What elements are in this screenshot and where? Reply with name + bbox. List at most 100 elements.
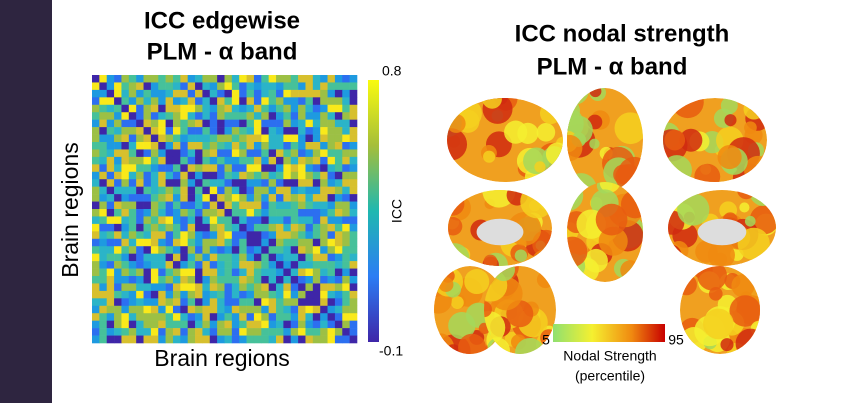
- matrix-cell: [143, 253, 152, 262]
- matrix-cell: [327, 320, 336, 329]
- matrix-cell: [320, 134, 328, 143]
- matrix-cell: [99, 75, 108, 83]
- matrix-cell: [253, 298, 262, 307]
- matrix-cell: [261, 216, 269, 225]
- matrix-cell: [349, 149, 358, 158]
- matrix-cell: [150, 194, 159, 202]
- matrix-cell: [136, 276, 144, 284]
- matrix-cell: [239, 171, 247, 180]
- brain-patch: [483, 150, 496, 163]
- matrix-cell: [165, 201, 174, 210]
- matrix-cell: [158, 335, 166, 344]
- matrix-cell: [187, 89, 196, 98]
- matrix-cell: [246, 223, 255, 232]
- matrix-cell: [342, 231, 350, 240]
- matrix-cell: [334, 179, 343, 187]
- matrix-cell: [305, 313, 314, 321]
- matrix-cell: [180, 313, 188, 321]
- matrix-cell: [239, 127, 247, 135]
- matrix-cell: [320, 149, 328, 158]
- matrix-cell: [217, 104, 225, 113]
- brain-patch: [735, 328, 760, 354]
- matrix-cell: [334, 134, 343, 143]
- matrix-cell: [246, 328, 255, 336]
- matrix-cell: [305, 298, 314, 307]
- matrix-cell: [224, 231, 233, 240]
- matrix-cell: [143, 209, 152, 217]
- matrix-cell: [253, 164, 262, 173]
- matrix-cell: [290, 209, 299, 217]
- matrix-cell: [290, 156, 299, 165]
- matrix-cell: [327, 268, 336, 277]
- matrix-cell: [334, 290, 343, 299]
- matrix-cell: [320, 246, 328, 254]
- matrix-cell: [305, 335, 314, 344]
- matrix-cell: [92, 142, 100, 150]
- matrix-cell: [327, 313, 336, 321]
- matrix-cell: [128, 268, 137, 277]
- matrix-cell: [342, 134, 350, 143]
- matrix-cell: [320, 119, 328, 128]
- matrix-cell: [121, 328, 130, 336]
- matrix-cell: [128, 164, 137, 173]
- matrix-cell: [283, 104, 292, 113]
- matrix-cell: [187, 104, 196, 113]
- matrix-cell: [349, 268, 358, 277]
- matrix-cell: [92, 276, 100, 284]
- matrix-cell: [290, 290, 299, 299]
- matrix-cell: [187, 82, 196, 91]
- matrix-cell: [246, 104, 255, 113]
- colorbar-label: ICC: [389, 199, 405, 223]
- matrix-cell: [283, 290, 292, 299]
- matrix-cell: [261, 268, 269, 277]
- matrix-cell: [276, 156, 284, 165]
- matrix-cell: [92, 313, 100, 321]
- matrix-cell: [290, 320, 299, 329]
- matrix-cell: [143, 261, 152, 269]
- matrix-cell: [268, 186, 277, 195]
- matrix-cell: [239, 142, 247, 150]
- matrix-cell: [165, 75, 174, 83]
- matrix-cell: [268, 223, 277, 232]
- matrix-cell: [268, 89, 277, 98]
- matrix-cell: [187, 231, 196, 240]
- matrix-cell: [312, 142, 321, 150]
- matrix-cell: [276, 82, 284, 91]
- brain: [447, 98, 563, 182]
- brain: [668, 190, 776, 266]
- matrix-cell: [165, 112, 174, 120]
- brain: [680, 266, 760, 354]
- matrix-cell: [121, 194, 130, 202]
- matrix-cell: [283, 216, 292, 225]
- matrix-cell: [334, 261, 343, 269]
- matrix-cell: [180, 231, 188, 240]
- matrix-cell: [298, 97, 306, 106]
- matrix-cell: [99, 209, 108, 217]
- matrix-cell: [261, 112, 269, 120]
- matrix-cell: [150, 164, 159, 173]
- matrix-cell: [136, 194, 144, 202]
- matrix-cell: [106, 97, 115, 106]
- matrix-cell: [165, 82, 174, 91]
- matrix-cell: [334, 238, 343, 247]
- matrix-cell: [114, 253, 122, 262]
- matrix-cell: [268, 194, 277, 202]
- brain-patch: [595, 203, 628, 236]
- matrix-cell: [202, 156, 211, 165]
- matrix-cell: [268, 313, 277, 321]
- matrix-cell: [143, 142, 152, 150]
- matrix-cell: [106, 216, 115, 225]
- matrix-cell: [172, 268, 181, 277]
- matrix-cell: [261, 142, 269, 150]
- matrix-cell: [276, 97, 284, 106]
- matrix-cell: [92, 186, 100, 195]
- matrix-cell: [165, 276, 174, 284]
- matrix-cell: [195, 335, 203, 344]
- matrix-cell: [290, 112, 299, 120]
- matrix-cell: [231, 104, 240, 113]
- matrix-cell: [276, 75, 284, 83]
- matrix-cell: [202, 261, 211, 269]
- matrix-cell: [239, 119, 247, 128]
- matrix-cell: [128, 127, 137, 135]
- matrix-cell: [172, 186, 181, 195]
